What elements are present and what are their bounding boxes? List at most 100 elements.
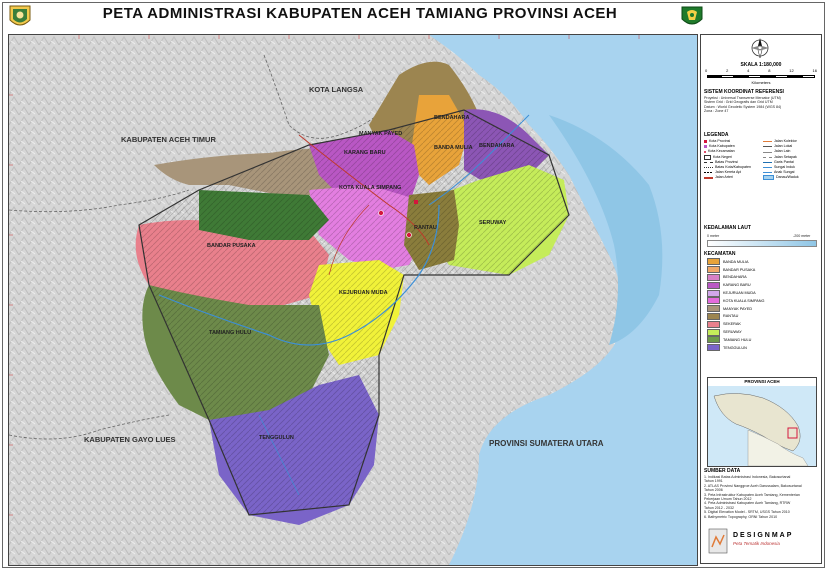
label-karang-baru: KARANG BARU [344,150,386,156]
aceh-tamiang-outline [138,109,570,516]
scale-unit: Kilometers [751,80,771,85]
aceh-tamiang-emblem-icon [9,5,31,26]
source-title: SUMBER DATA [704,468,741,474]
legend-row: Batas Provinsi [704,160,762,165]
legend-right: Jalan Kolektor Jalan Lokal Jalan Lain Ja… [763,139,821,181]
coord-text: Proyeksi : Universal Transverse Mercator… [704,96,781,114]
north-arrow-icon [751,38,769,59]
brand-block: DESIGNMAP Peta Tematik Indonesia [707,523,815,563]
coord-line: Proyeksi : Universal Transverse Mercator… [704,96,781,100]
legend-row: Kota Kecamatan [704,149,762,154]
source-line: Tahun 1991 [704,479,723,484]
kecamatan-swatch [707,273,720,281]
source-line: Tahun 2006 [704,488,723,493]
capital-marker[interactable] [414,200,418,204]
kecamatan-item: KARANG BARU [707,281,764,289]
kecamatan-item: BANDA MULIA [707,258,764,266]
legend-row: Sungai Induk [763,165,821,170]
legend-label: Sungai Induk [774,165,795,170]
label-bendahara: BENDAHARA [434,115,470,121]
label-seruway: SERUWAY [479,220,507,226]
legend-symbol [763,175,774,181]
kecamatan-label: SERUWAY [723,330,742,335]
source-line: 3. Peta Infrastruktur Kabupaten Aceh Tam… [704,492,800,497]
aceh-province-emblem-icon [681,6,703,25]
coord-line: Datum : World Geodetic System 1984 (WGS … [704,104,782,109]
brand-subtitle: Peta Tematik Indonesia [733,541,780,546]
legend-label: Garis Pantai [774,159,794,164]
legend-left: Kota Provinsi Kota Kabupaten Kota Kecama… [704,139,762,181]
legend-symbol [763,166,772,169]
source-line: 4. Peta Administrasi Kabupaten Aceh Tami… [704,501,791,506]
label-bendahara-east: BENDAHARA [479,143,515,149]
label-kota-kuala-simpang: KOTA KUALA SIMPANG [339,185,402,191]
legend-symbol [704,140,707,144]
label-bandar-pusaka: BANDAR PUSAKA [207,243,256,249]
map-area[interactable]: KOTA LANGSA KABUPATEN ACEH TIMUR KABUPAT… [8,34,698,566]
main-road [298,134,430,246]
label-tenggulun: TENGGULUN [259,435,294,441]
legend-row: Jalan Setapak [763,155,821,160]
source-line: Pekerjaan Umum Tahun 2012 [704,497,752,502]
brand-logo-icon [708,528,728,554]
map-canvas [9,35,697,565]
kecamatan-item: KOTA KUALA SIMPANG [707,297,764,305]
legend-symbol [763,161,772,163]
scale-num: 2 [726,68,729,73]
kecamatan-swatch [707,266,720,274]
kecamatan-item: KEJURUAN MUDA [707,289,764,297]
legend-row: Jalan Kolektor [763,139,821,144]
kecamatan-item: TAMIANG HULU [707,336,764,344]
kecamatan-item: BANDAR PUSAKA [707,266,764,274]
label-aceh-timur: KABUPATEN ACEH TIMUR [121,135,216,144]
legend-label: Kota Kabupaten [709,144,735,149]
legend-title: LEGENDA [704,132,729,138]
kecamatan-label: MANYAK PAYED [723,306,753,311]
river-north [428,114,530,206]
kecamatan-label: BENDAHARA [723,275,747,280]
kecamatan-item: BENDAHARA [707,273,764,282]
depth-max: -200 meter [793,234,811,238]
label-rantau: RANTAU [414,225,437,231]
scale-num: 12 [789,68,794,73]
city-karang-baru-marker[interactable] [406,232,412,238]
source-line: 5. Digital Elevation Model - SRTM, USGS … [704,510,790,515]
city-kuala-simpang-marker[interactable] [378,210,384,216]
inset-map: PROVINSI ACEH [707,377,817,467]
legend-row: Jalan Lain [763,149,821,154]
legend-label: Jalan Arteri [715,175,733,180]
legend-symbol [763,172,772,174]
scale-num: 16 [812,68,817,73]
legend-label: Kota Kecamatan [708,149,735,154]
kecamatan-label: BANDAR PUSAKA [723,267,756,272]
kecamatan-label: BANDA MULIA [723,259,749,264]
legend-label: Jalan Kereta Api [715,170,742,175]
district-relief-overlay [139,110,569,515]
coord-title: SISTEM KOORDINAT REFERENSI [704,89,784,95]
kecamatan-swatch [707,320,720,328]
legend-row: Jalan Arteri [704,175,762,180]
legend-label: Jalan Kolektor [774,139,797,144]
river-tamiang [158,204,440,346]
gayo-lues-border [9,414,170,440]
legend-symbol [763,146,772,148]
depth-title: KEDALAMAN LAUT [704,225,751,231]
legend-symbol [763,156,772,158]
source-list: 1. Indikasi Batas Administrasi Indonesia… [704,475,802,519]
kecamatan-label: KOTA KUALA SIMPANG [723,298,765,303]
legend-symbol [704,177,713,179]
label-tamiang-hulu: TAMIANG HULU [209,330,252,336]
scale-bar [707,75,815,78]
legend-row: Kota Negeri [704,154,762,160]
label-kejuruan-muda: KEJURUAN MUDA [339,290,388,296]
kecamatan-swatch [707,297,720,305]
kecamatan-item: TENGGULUN [707,344,764,352]
source-line: 2. ATLAS Provinsi Nanggroe Aceh Darussal… [704,483,802,488]
legend-label: Jalan Lain [774,149,791,154]
aceh-timur-border [9,189,190,213]
source-line: 6. Bathymetric Topography, ORNI Tahun 20… [704,514,778,519]
legend-label: Kota Negeri [713,154,732,159]
kecamatan-label: SEKERAK [723,322,741,327]
kota-langsa-border [263,54,390,139]
